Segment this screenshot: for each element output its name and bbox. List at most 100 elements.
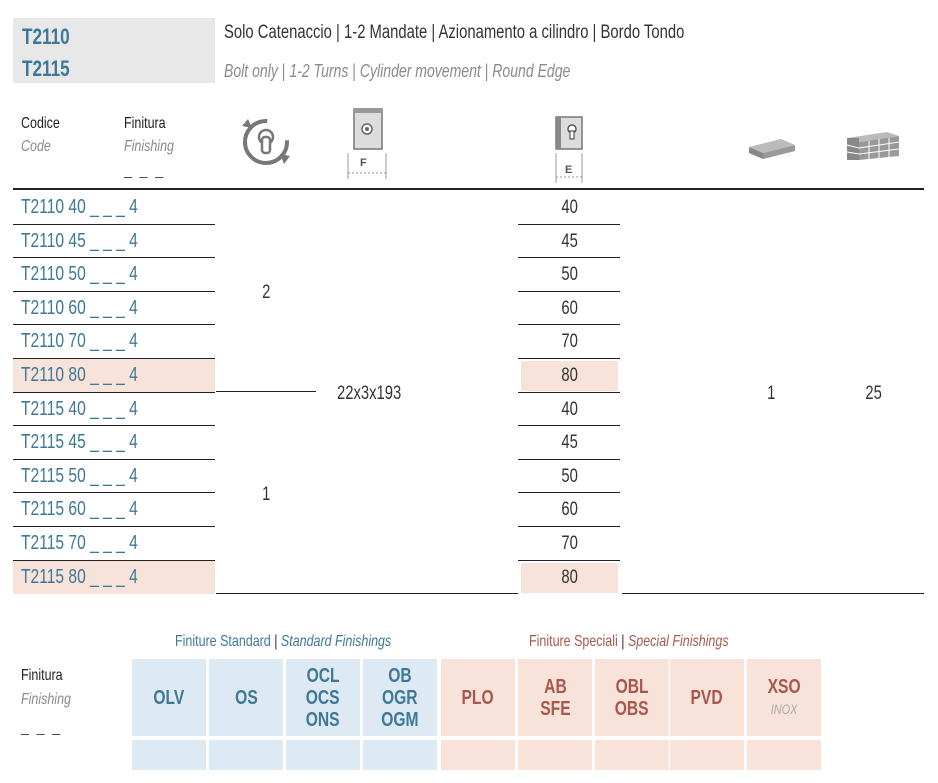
cylinder-turn-icon bbox=[240, 116, 292, 173]
finish-label-en: Finishing bbox=[124, 138, 174, 155]
finish-option: OLV bbox=[132, 659, 206, 736]
table-row: T2115 80 _ _ _ 4 bbox=[13, 561, 215, 594]
turns-group-1: 2 bbox=[262, 282, 271, 303]
finish-code: OBL bbox=[615, 675, 649, 698]
finish-code: AB bbox=[543, 675, 567, 698]
finish-blank: _ _ _ bbox=[124, 162, 166, 178]
row-divider bbox=[13, 392, 215, 393]
row-divider bbox=[13, 324, 215, 325]
finish-option-blank bbox=[747, 740, 821, 770]
row-divider bbox=[13, 358, 215, 359]
table-row: T2110 70 _ _ _ 4 bbox=[13, 325, 215, 358]
finish-option: XSO INOX bbox=[747, 659, 821, 736]
row-divider bbox=[13, 291, 215, 292]
backset-divider bbox=[518, 324, 620, 325]
backset-divider bbox=[518, 224, 620, 225]
finish-option-blank bbox=[518, 740, 592, 770]
row-code: T2115 70 _ _ _ 4 bbox=[21, 532, 138, 554]
finish-option-blank bbox=[209, 740, 283, 770]
code-label-en: Code bbox=[21, 138, 51, 155]
row-divider bbox=[13, 526, 215, 527]
table-row: T2110 45 _ _ _ 4 bbox=[13, 225, 215, 258]
box-qty: 25 bbox=[865, 383, 882, 404]
code-box bbox=[13, 18, 215, 83]
row-code: T2115 80 _ _ _ 4 bbox=[21, 566, 138, 588]
finish-section-label: Finitura bbox=[21, 667, 63, 684]
finish-option-blank bbox=[441, 740, 515, 770]
pack-qty: 1 bbox=[767, 383, 776, 404]
row-code: T2110 70 _ _ _ 4 bbox=[21, 330, 138, 352]
f-label: F bbox=[360, 157, 367, 169]
row-code: T2115 60 _ _ _ 4 bbox=[21, 498, 138, 520]
backset-divider bbox=[518, 459, 620, 460]
row-divider bbox=[13, 425, 215, 426]
finish-section-blank: _ _ _ bbox=[21, 719, 63, 735]
backset-cell: 40 bbox=[561, 399, 578, 420]
bottom-rule-mid bbox=[216, 593, 518, 594]
backset-divider bbox=[518, 358, 620, 359]
finish-option: OS bbox=[209, 659, 283, 736]
row-code: T2115 45 _ _ _ 4 bbox=[21, 431, 138, 453]
finish-option-blank bbox=[595, 740, 669, 770]
row-code: T2110 45 _ _ _ 4 bbox=[21, 230, 138, 252]
row-divider bbox=[13, 257, 215, 258]
backset-cell: 70 bbox=[561, 533, 578, 554]
backset-divider bbox=[518, 392, 620, 393]
row-divider bbox=[13, 459, 215, 460]
row-code: T2115 50 _ _ _ 4 bbox=[21, 465, 138, 487]
finish-option-blank bbox=[363, 740, 437, 770]
row-divider bbox=[13, 224, 215, 225]
table-row: T2115 50 _ _ _ 4 bbox=[13, 460, 215, 493]
backset-cell: 45 bbox=[561, 432, 578, 453]
product-code-1: T2110 bbox=[22, 24, 70, 49]
finish-option: AB SFE bbox=[518, 659, 592, 736]
group-divider bbox=[216, 391, 316, 392]
finish-code: OB bbox=[388, 664, 412, 687]
finish-code: OBS bbox=[615, 697, 649, 720]
row-code: T2115 40 _ _ _ 4 bbox=[21, 398, 138, 420]
row-code: T2110 50 _ _ _ 4 bbox=[21, 263, 138, 285]
finish-code: OLV bbox=[153, 686, 185, 709]
backset-divider bbox=[518, 526, 620, 527]
table-row: T2115 60 _ _ _ 4 bbox=[13, 493, 215, 526]
finish-option: PVD bbox=[670, 659, 744, 736]
backset-cell: 60 bbox=[561, 298, 578, 319]
finish-option-blank bbox=[132, 740, 206, 770]
finish-sub: INOX bbox=[770, 700, 798, 717]
faceplate-size: 22x3x193 bbox=[337, 383, 402, 404]
finish-code: OS bbox=[234, 686, 258, 709]
finish-code: OCL bbox=[306, 664, 340, 687]
finish-code: OGR bbox=[382, 686, 418, 709]
table-row: T2115 40 _ _ _ 4 bbox=[13, 393, 215, 426]
finish-code: OCS bbox=[306, 686, 340, 709]
finish-option: OB OGR OGM bbox=[363, 659, 437, 736]
backset-cell: 60 bbox=[561, 499, 578, 520]
finish-code: XSO bbox=[767, 675, 801, 698]
backset-divider bbox=[518, 291, 620, 292]
finish-option-blank bbox=[670, 740, 744, 770]
box-pack-icon bbox=[845, 128, 901, 167]
backset-cell: 80 bbox=[521, 563, 618, 593]
table-row: T2115 45 _ _ _ 4 bbox=[13, 426, 215, 459]
backset-icon bbox=[552, 107, 586, 188]
finish-option-blank bbox=[286, 740, 360, 770]
backset-cell: 70 bbox=[561, 331, 578, 352]
table-row: T2110 60 _ _ _ 4 bbox=[13, 292, 215, 325]
backset-divider bbox=[518, 425, 620, 426]
row-code: T2110 80 _ _ _ 4 bbox=[21, 364, 138, 386]
turns-group-2: 1 bbox=[262, 484, 271, 505]
finish-code: SFE bbox=[539, 697, 571, 720]
product-code-2: T2115 bbox=[22, 56, 70, 81]
row-code: T2110 60 _ _ _ 4 bbox=[21, 297, 138, 319]
finish-option: OBL OBS bbox=[595, 659, 669, 736]
finish-label: Finitura bbox=[124, 115, 166, 132]
finish-section-label-en: Finishing bbox=[21, 691, 71, 708]
row-divider bbox=[13, 560, 215, 561]
table-row: T2115 70 _ _ _ 4 bbox=[13, 527, 215, 560]
finish-code: ONS bbox=[306, 708, 340, 731]
code-label: Codice bbox=[21, 115, 60, 132]
table-row: T2110 50 _ _ _ 4 bbox=[13, 258, 215, 291]
faceplate-icon bbox=[345, 107, 389, 186]
row-code: T2110 40 _ _ _ 4 bbox=[21, 196, 138, 218]
table-row: T2110 80 _ _ _ 4 bbox=[13, 359, 215, 392]
